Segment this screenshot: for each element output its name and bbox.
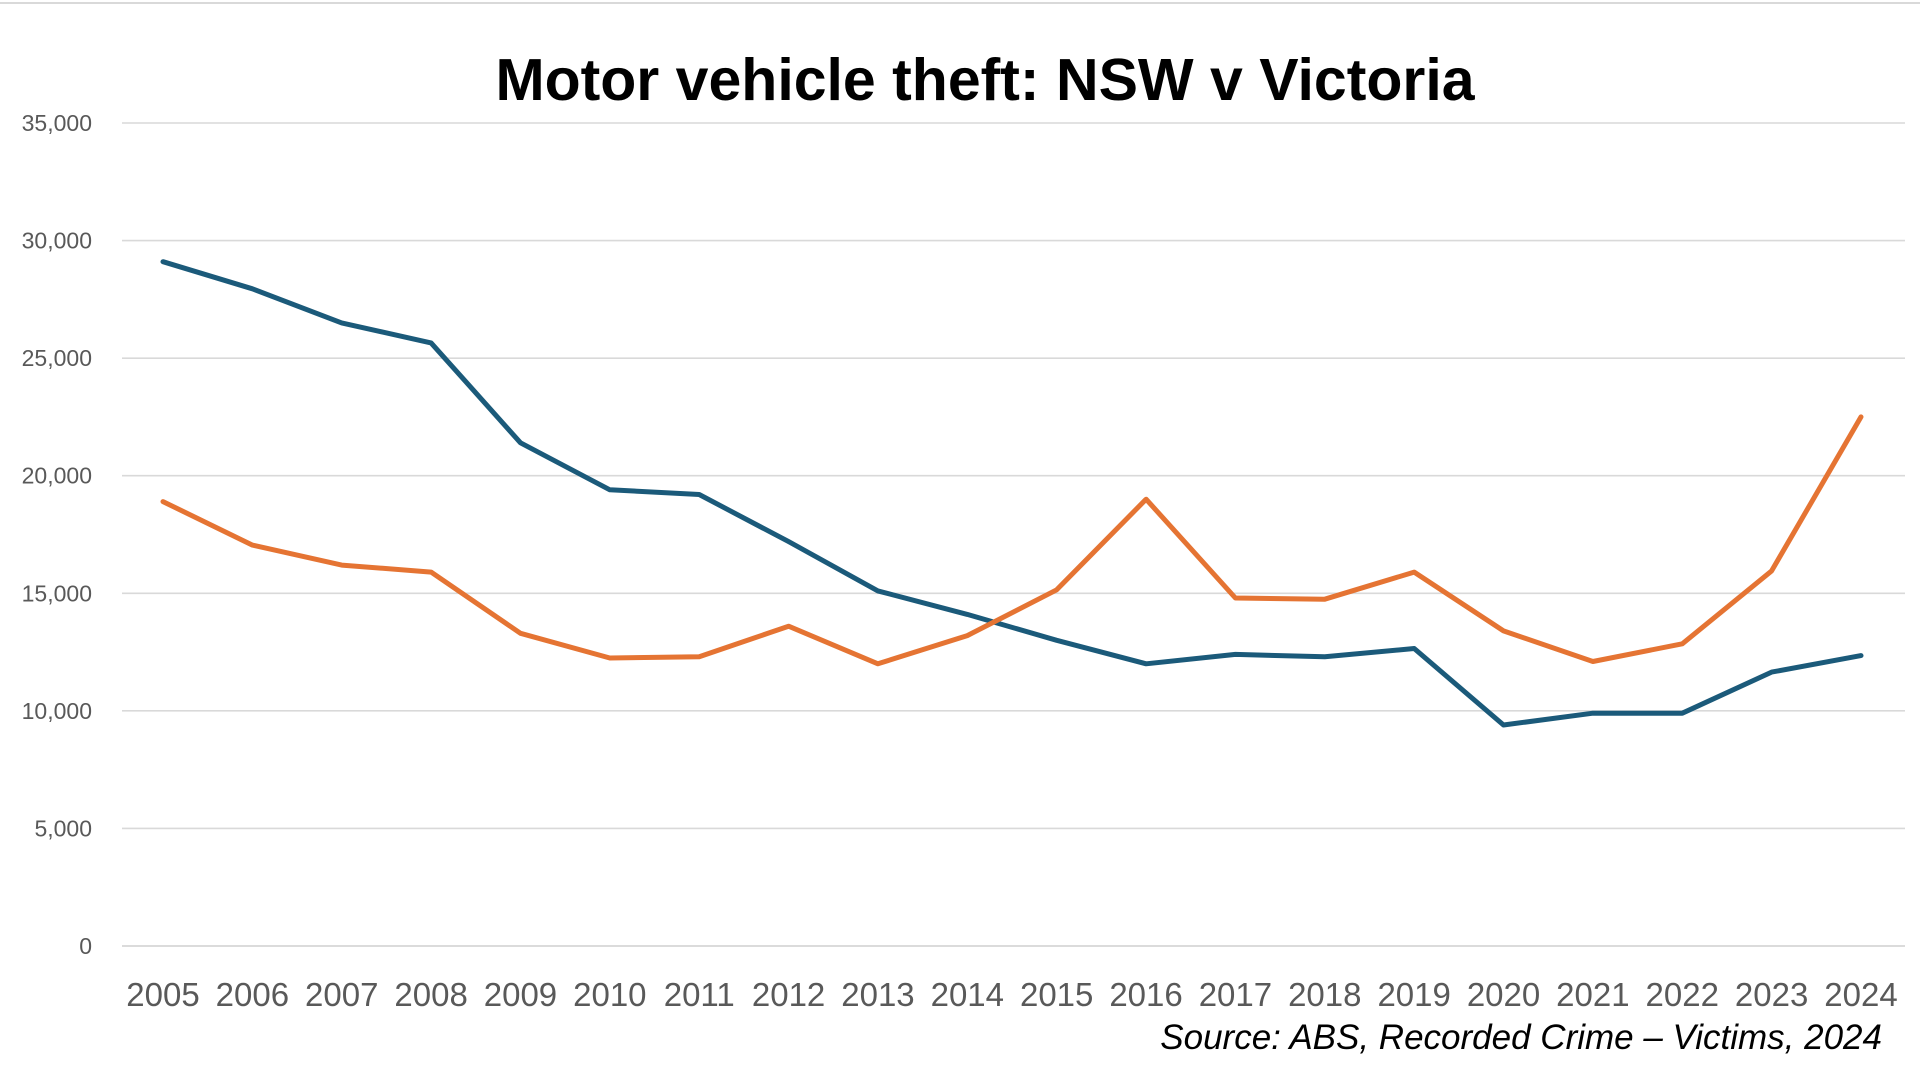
y-tick-label: 10,000: [22, 698, 92, 724]
x-tick-label: 2022: [1646, 976, 1719, 1013]
series-line-victoria: [160, 414, 1864, 667]
x-tick-label: 2005: [126, 976, 199, 1013]
y-tick-label: 35,000: [22, 110, 92, 136]
x-tick-label: 2010: [573, 976, 646, 1013]
chart-title: Motor vehicle theft: NSW v Victoria: [495, 47, 1475, 113]
x-tick-label: 2019: [1377, 976, 1450, 1013]
y-tick-label: 5,000: [34, 815, 92, 841]
y-tick-label: 15,000: [22, 580, 92, 606]
x-tick-label: 2023: [1735, 976, 1808, 1013]
series-lines: [160, 259, 1864, 728]
x-tick-label: 2013: [841, 976, 914, 1013]
x-tick-label: 2014: [931, 976, 1004, 1013]
x-tick-label: 2021: [1556, 976, 1629, 1013]
y-axis-tick-labels: 0 5,000 10,000 15,000 20,000 25,000 30,000 35,0…: [22, 110, 92, 959]
x-tick-label: 2020: [1467, 976, 1540, 1013]
x-tick-label: 2015: [1020, 976, 1093, 1013]
y-tick-label: 30,000: [22, 228, 92, 254]
x-axis-tick-labels: 2005 2006 2007 2008 2009 2010 2011 2012 2013 2014…: [126, 976, 1897, 1013]
y-tick-label: 0: [79, 933, 92, 959]
x-tick-label: 2016: [1109, 976, 1182, 1013]
x-tick-label: 2017: [1199, 976, 1272, 1013]
x-tick-label: 2006: [216, 976, 289, 1013]
y-tick-label: 20,000: [22, 463, 92, 489]
x-tick-label: 2009: [484, 976, 557, 1013]
x-tick-label: 2012: [752, 976, 825, 1013]
x-tick-label: 2011: [664, 976, 735, 1013]
top-border-rule: [0, 2, 1920, 4]
y-tick-label: 25,000: [22, 345, 92, 371]
x-tick-label: 2018: [1288, 976, 1361, 1013]
x-tick-label: 2024: [1824, 976, 1897, 1013]
gridlines: [122, 122, 1905, 947]
x-tick-label: 2008: [394, 976, 467, 1013]
x-tick-label: 2007: [305, 976, 378, 1013]
source-note: Source: ABS, Recorded Crime – Victims, 2…: [1160, 1018, 1882, 1057]
series-line-nsw: [160, 259, 1864, 728]
